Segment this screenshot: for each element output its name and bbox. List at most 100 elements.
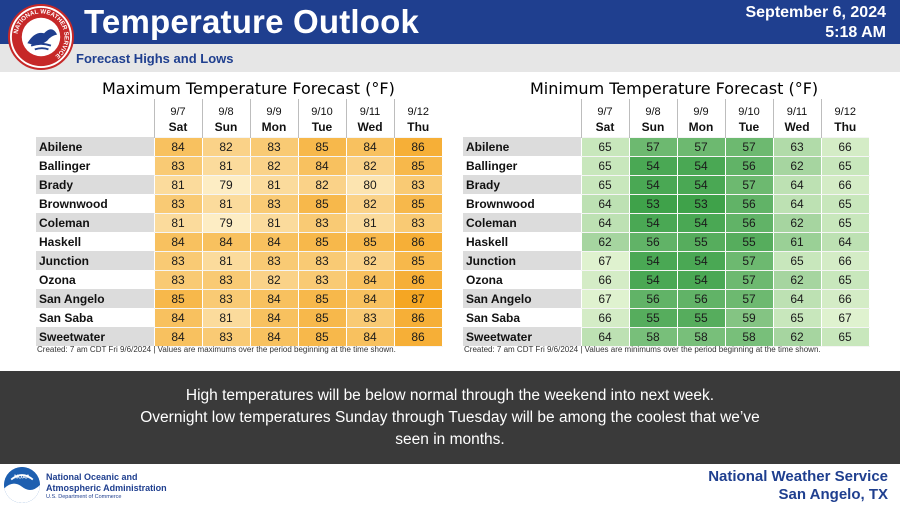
min-value-cell: 63 [772, 136, 822, 157]
min-value-cell: 67 [580, 250, 630, 271]
min-value-cell: 56 [628, 231, 678, 252]
min-city-label: San Angelo [463, 289, 581, 308]
min-value-cell: 65 [580, 155, 630, 176]
office-name: National Weather Service [708, 468, 888, 485]
min-value-cell: 65 [772, 307, 822, 328]
min-value-cell: 59 [724, 307, 774, 328]
max-value-cell: 83 [201, 269, 251, 290]
max-value-cell: 84 [201, 231, 251, 252]
min-value-cell: 58 [676, 326, 726, 347]
min-value-cell: 56 [724, 155, 774, 176]
message-line-3: seen in months. [395, 431, 505, 448]
max-city-label: Sweetwater [36, 327, 154, 346]
min-date-header: 9/7 [580, 99, 629, 118]
max-value-cell: 83 [249, 136, 299, 157]
min-date-header: 9/9 [676, 99, 725, 118]
max-value-cell: 83 [201, 288, 251, 309]
max-value-cell: 81 [201, 155, 251, 176]
max-value-cell: 83 [153, 250, 203, 271]
min-value-cell: 64 [772, 288, 822, 309]
min-value-cell: 65 [820, 326, 870, 347]
max-value-cell: 84 [153, 231, 203, 252]
max-date-header: 9/10 [297, 99, 346, 118]
min-day-header: Tue [724, 118, 773, 137]
max-row: Brownwood 83 81 83 85 82 85 [36, 193, 443, 214]
max-city-label: Brownwood [36, 194, 154, 213]
max-day-header: Sat [153, 118, 202, 137]
max-city-label: Junction [36, 251, 154, 270]
min-value-cell: 56 [676, 288, 726, 309]
max-day-header: Sun [201, 118, 250, 137]
max-value-cell: 85 [297, 136, 347, 157]
min-value-cell: 62 [772, 212, 822, 233]
max-value-cell: 84 [345, 269, 395, 290]
max-value-cell: 85 [393, 193, 443, 214]
min-date-header: 9/12 [820, 99, 869, 118]
max-temperature-table: 9/7 9/8 9/9 9/10 9/11 9/12 Sat Sun Mon Tue Wed Thu A… [36, 99, 443, 347]
min-value-cell: 54 [676, 269, 726, 290]
max-value-cell: 85 [297, 231, 347, 252]
max-row: Sweetwater 84 83 84 85 84 86 [36, 326, 443, 347]
max-value-cell: 79 [201, 174, 251, 195]
min-row: Ballinger 65 54 54 56 62 65 [463, 155, 870, 176]
min-temperature-table: 9/7 9/8 9/9 9/10 9/11 9/12 Sat Sun Mon Tue Wed Thu A… [463, 99, 870, 347]
min-day-header: Wed [772, 118, 821, 137]
max-value-cell: 81 [201, 307, 251, 328]
max-row: Haskell 84 84 84 85 85 86 [36, 231, 443, 252]
min-value-cell: 54 [628, 155, 678, 176]
min-day-header: Mon [676, 118, 725, 137]
noaa-logo-text: NOAA [14, 475, 30, 481]
min-date-header: 9/8 [628, 99, 677, 118]
min-value-cell: 57 [724, 288, 774, 309]
min-value-cell: 64 [580, 326, 630, 347]
min-city-label: Junction [463, 251, 581, 270]
nws-logo: NATIONAL WEATHER SERVICE [8, 4, 74, 70]
max-value-cell: 84 [153, 136, 203, 157]
min-value-cell: 55 [676, 307, 726, 328]
max-value-cell: 85 [297, 193, 347, 214]
max-value-cell: 85 [297, 326, 347, 347]
min-city-label: Ozona [463, 270, 581, 289]
noaa-department: U.S. Department of Commerce [46, 494, 122, 500]
min-value-cell: 66 [820, 174, 870, 195]
max-value-cell: 83 [249, 250, 299, 271]
min-corner [463, 118, 581, 137]
max-city-label: Ballinger [36, 156, 154, 175]
max-day-header: Mon [249, 118, 298, 137]
max-value-cell: 84 [249, 231, 299, 252]
min-value-cell: 58 [724, 326, 774, 347]
max-value-cell: 81 [153, 174, 203, 195]
max-value-cell: 82 [297, 174, 347, 195]
office-location: San Angelo, TX [778, 486, 888, 503]
max-value-cell: 86 [393, 136, 443, 157]
max-value-cell: 82 [249, 155, 299, 176]
min-value-cell: 53 [628, 193, 678, 214]
max-value-cell: 81 [153, 212, 203, 233]
min-value-cell: 65 [820, 193, 870, 214]
max-value-cell: 84 [153, 307, 203, 328]
max-city-label: San Saba [36, 308, 154, 327]
max-value-cell: 84 [345, 326, 395, 347]
max-row: Brady 81 79 81 82 80 83 [36, 174, 443, 195]
max-value-cell: 82 [345, 193, 395, 214]
max-value-cell: 83 [297, 250, 347, 271]
min-value-cell: 57 [724, 269, 774, 290]
min-value-cell: 65 [820, 155, 870, 176]
max-city-label: Ozona [36, 270, 154, 289]
max-value-cell: 84 [249, 326, 299, 347]
max-value-cell: 82 [201, 136, 251, 157]
min-row: Coleman 64 54 54 56 62 65 [463, 212, 870, 233]
max-corner [36, 99, 154, 118]
min-day-header: Sat [580, 118, 629, 137]
min-row: Ozona 66 54 54 57 62 65 [463, 269, 870, 290]
noaa-name-line-2: Atmospheric Administration [46, 483, 167, 493]
max-value-cell: 87 [393, 288, 443, 309]
max-value-cell: 82 [345, 250, 395, 271]
max-value-cell: 83 [297, 212, 347, 233]
min-value-cell: 64 [580, 193, 630, 214]
max-value-cell: 81 [201, 250, 251, 271]
min-value-cell: 64 [772, 193, 822, 214]
max-value-cell: 86 [393, 231, 443, 252]
max-value-cell: 82 [249, 269, 299, 290]
max-value-cell: 85 [297, 307, 347, 328]
